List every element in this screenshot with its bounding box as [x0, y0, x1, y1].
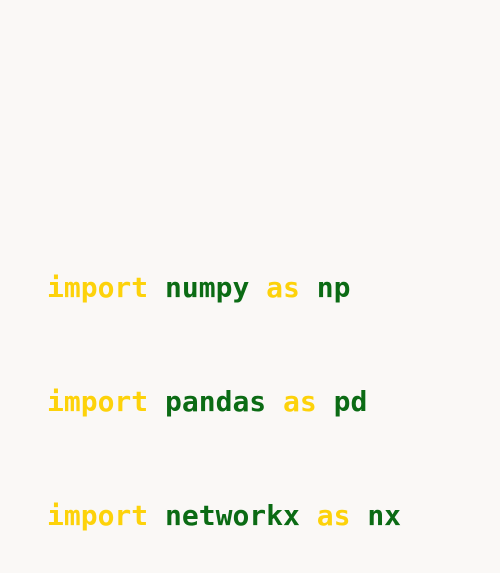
module-alias: nx: [367, 499, 402, 532]
code-line-pandas: import pandas as pd: [47, 383, 401, 421]
code-block: import numpy as np import pandas as pd i…: [47, 193, 401, 573]
module-name: networkx: [165, 499, 300, 532]
code-line-numpy: import numpy as np: [47, 269, 401, 307]
as-keyword: as: [283, 385, 317, 418]
module-alias: pd: [333, 385, 368, 418]
import-keyword: import: [47, 499, 149, 532]
import-keyword: import: [47, 385, 149, 418]
code-line-networkx: import networkx as nx: [47, 497, 401, 535]
module-name: numpy: [165, 271, 250, 304]
module-name: pandas: [165, 385, 267, 418]
as-keyword: as: [316, 499, 351, 532]
as-keyword: as: [266, 271, 300, 304]
module-alias: np: [316, 271, 351, 304]
import-keyword: import: [47, 271, 149, 304]
